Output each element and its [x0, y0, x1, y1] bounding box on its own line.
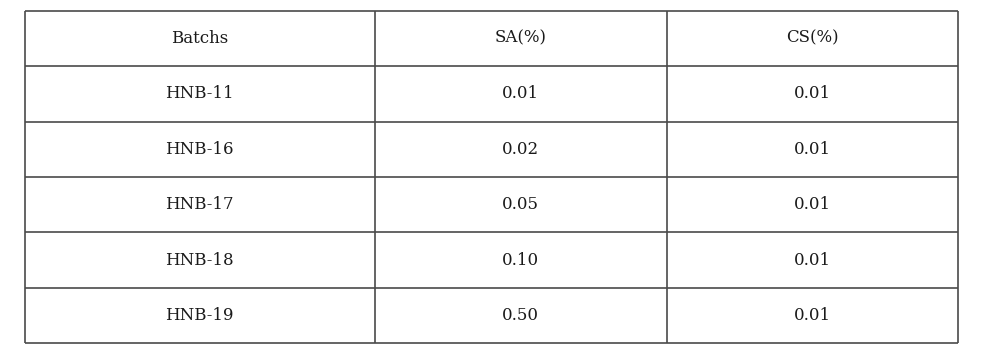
- Text: HNB-17: HNB-17: [165, 196, 234, 213]
- Text: 0.01: 0.01: [794, 85, 831, 102]
- Text: 0.01: 0.01: [794, 307, 831, 324]
- Text: HNB-16: HNB-16: [165, 141, 234, 158]
- Text: HNB-11: HNB-11: [165, 85, 234, 102]
- Text: 0.01: 0.01: [794, 196, 831, 213]
- Text: Batchs: Batchs: [171, 30, 228, 47]
- Text: 0.01: 0.01: [794, 252, 831, 269]
- Text: 0.02: 0.02: [502, 141, 540, 158]
- Text: 0.01: 0.01: [794, 141, 831, 158]
- Text: HNB-19: HNB-19: [165, 307, 234, 324]
- Text: 0.05: 0.05: [502, 196, 540, 213]
- Text: SA(%): SA(%): [494, 30, 547, 47]
- Text: 0.10: 0.10: [502, 252, 540, 269]
- Text: 0.50: 0.50: [502, 307, 540, 324]
- Text: HNB-18: HNB-18: [165, 252, 234, 269]
- Text: CS(%): CS(%): [786, 30, 838, 47]
- Text: 0.01: 0.01: [502, 85, 540, 102]
